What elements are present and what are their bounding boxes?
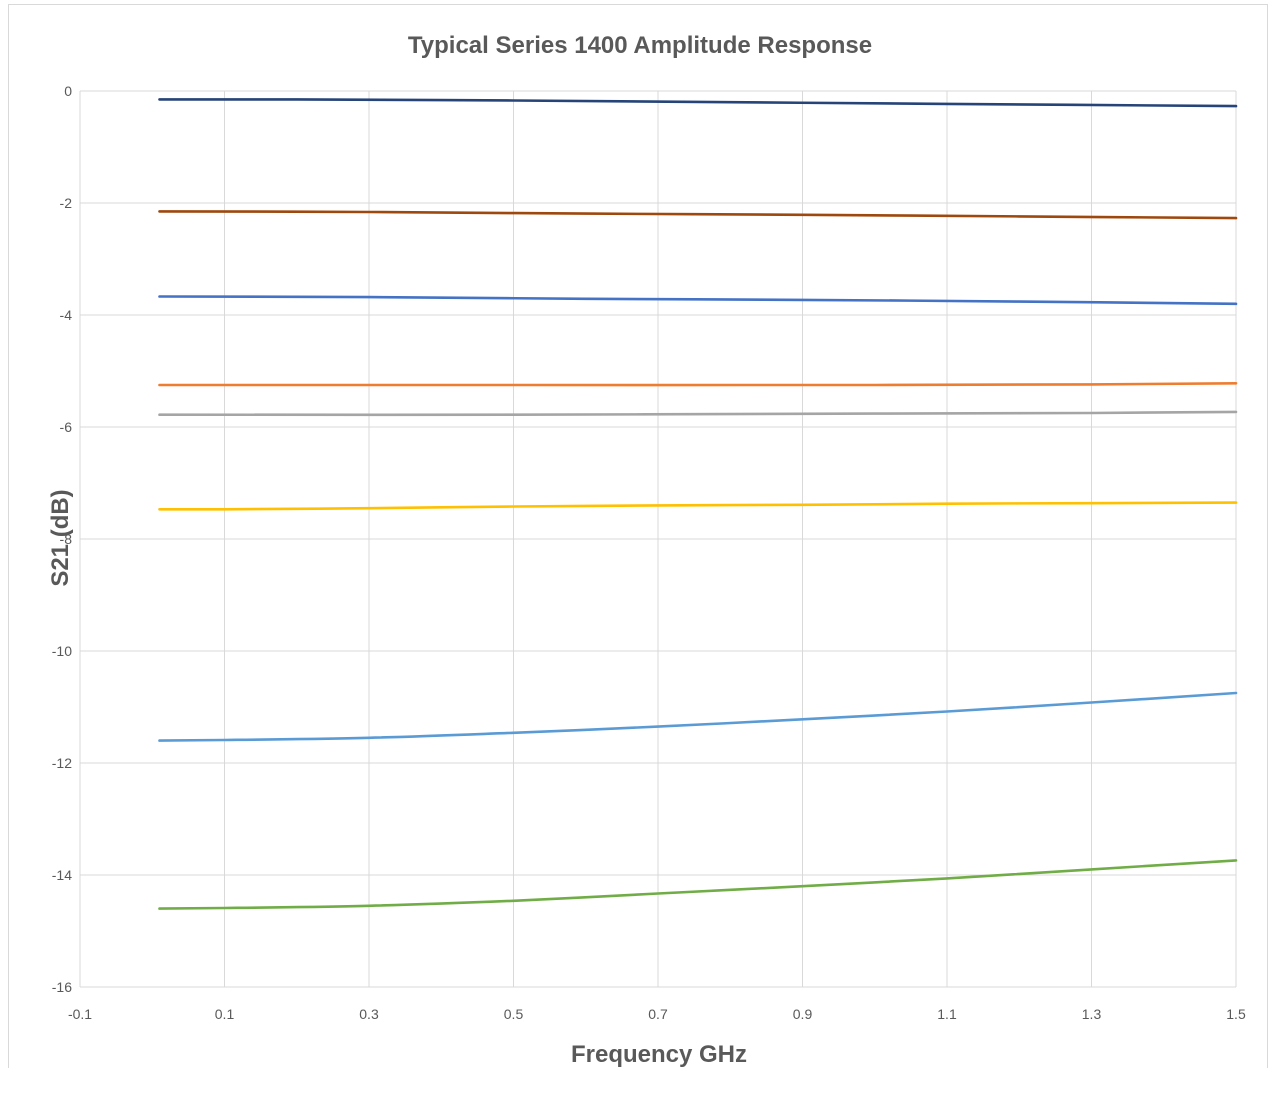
series-line-8 [158, 859, 1238, 910]
x-tick-label: 1.3 [1082, 1006, 1102, 1022]
x-tick-label: 0.3 [359, 1006, 379, 1022]
x-tick-label: 1.5 [1226, 1006, 1246, 1022]
series-lines [158, 98, 1238, 910]
chart-frame [8, 4, 1268, 1068]
x-tick-label: 0.7 [648, 1006, 668, 1022]
series-line-7 [158, 691, 1238, 742]
x-tick-label: 0.5 [504, 1006, 524, 1022]
y-tick-label: -2 [60, 195, 73, 211]
y-tick-label: -6 [60, 419, 73, 435]
x-tick-label: -0.1 [68, 1006, 92, 1022]
tick-labels: 0 -2 -4 -6 -8 -10 -12 -14 -16 -0.1 0.1 0.3 0.5 0.7 0.9… [52, 83, 1246, 1022]
y-tick-label: -10 [52, 643, 72, 659]
x-tick-label: 1.1 [937, 1006, 957, 1022]
y-tick-label: 0 [64, 83, 72, 99]
y-tick-label: -16 [52, 979, 72, 995]
series-line-5 [158, 410, 1238, 417]
x-axis-title: Frequency GHz [571, 1041, 747, 1068]
y-axis-title: S21 (dB) [47, 489, 74, 586]
x-tick-label: 0.9 [793, 1006, 813, 1022]
series-line-1 [158, 98, 1238, 108]
series-line-3 [158, 295, 1238, 306]
series-line-6 [158, 501, 1238, 511]
gridlines [79, 90, 1237, 988]
y-tick-label: -4 [60, 307, 73, 323]
chart-title: Typical Series 1400 Amplitude Response [408, 32, 872, 59]
series-line-2 [158, 210, 1238, 220]
series-line-4 [158, 382, 1238, 387]
y-tick-label: -8 [60, 531, 73, 547]
x-tick-label: 0.1 [215, 1006, 235, 1022]
y-tick-label: -12 [52, 755, 72, 771]
y-tick-label: -14 [52, 867, 72, 883]
